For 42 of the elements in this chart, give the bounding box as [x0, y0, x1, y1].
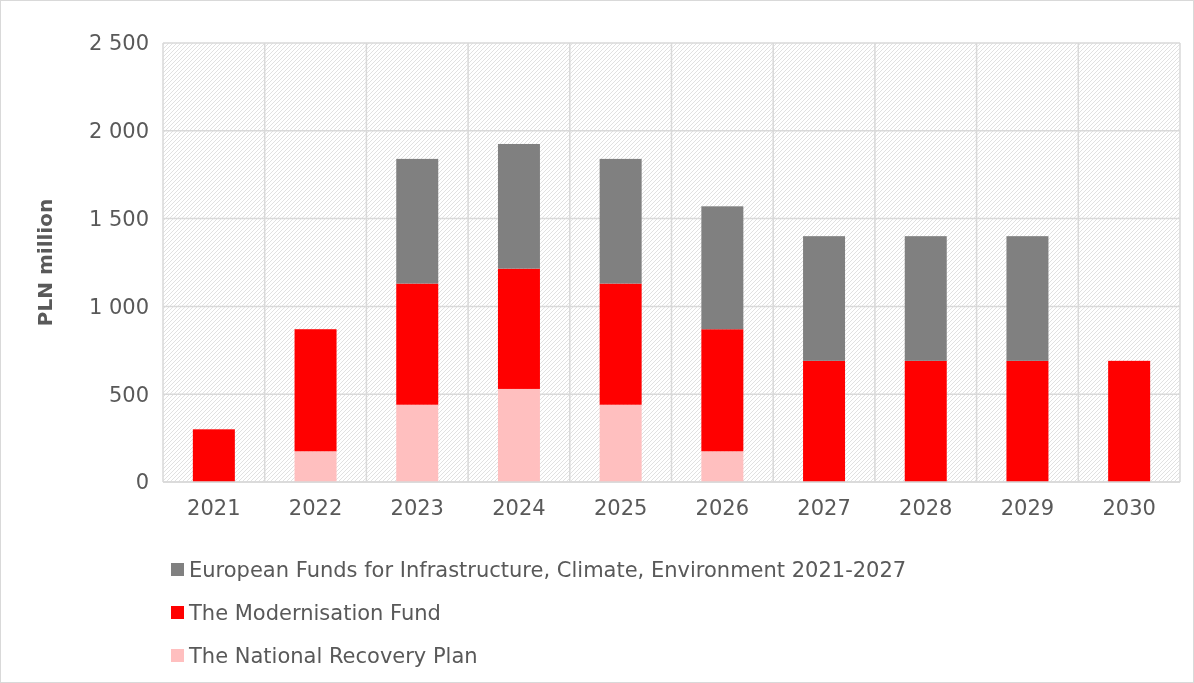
- x-tick-label: 2021: [187, 496, 241, 520]
- y-tick-label: 2 000: [88, 119, 149, 144]
- x-tick-label: 2027: [797, 496, 851, 520]
- bar: [803, 360, 846, 482]
- x-tick-label: 2030: [1102, 496, 1156, 520]
- x-tick-label: 2026: [695, 496, 750, 520]
- bar: [1006, 236, 1049, 361]
- legend-label: European Funds for Infrastructure, Climate, Environment 2021-2027: [189, 558, 907, 583]
- bar: [701, 451, 744, 482]
- bar: [904, 360, 947, 482]
- bar: [497, 143, 540, 269]
- x-tick-label: 2023: [390, 496, 444, 520]
- bar: [294, 451, 337, 482]
- x-tick-label: 2029: [1000, 496, 1055, 520]
- legend-label: The National Recovery Plan: [188, 644, 478, 669]
- x-tick-label: 2025: [593, 496, 648, 520]
- bar: [1006, 360, 1049, 482]
- y-tick-label: 0: [135, 470, 149, 495]
- x-tick-label: 2028: [899, 496, 953, 520]
- bar: [396, 404, 439, 482]
- bar: [396, 283, 439, 405]
- bar: [599, 283, 642, 405]
- bar: [701, 329, 744, 452]
- bar: [904, 236, 947, 361]
- y-tick-label: 1 500: [88, 206, 149, 231]
- bar: [396, 158, 439, 284]
- y-axis-title: PLN million: [33, 198, 57, 327]
- y-tick-label: 2 500: [88, 31, 149, 56]
- bar: [497, 388, 540, 482]
- bar: [192, 429, 235, 482]
- y-tick-label: 1 000: [88, 294, 149, 319]
- bar: [1108, 360, 1151, 482]
- bar: [803, 236, 846, 361]
- x-tick-label: 2022: [288, 496, 343, 520]
- y-tick-label: 500: [108, 382, 149, 407]
- legend-label: The Modernisation Fund: [188, 601, 441, 626]
- bar: [701, 206, 744, 330]
- bar: [294, 329, 337, 452]
- x-tick-label: 2024: [492, 496, 546, 520]
- bar: [599, 404, 642, 482]
- bar: [497, 268, 540, 389]
- bar: [599, 158, 642, 284]
